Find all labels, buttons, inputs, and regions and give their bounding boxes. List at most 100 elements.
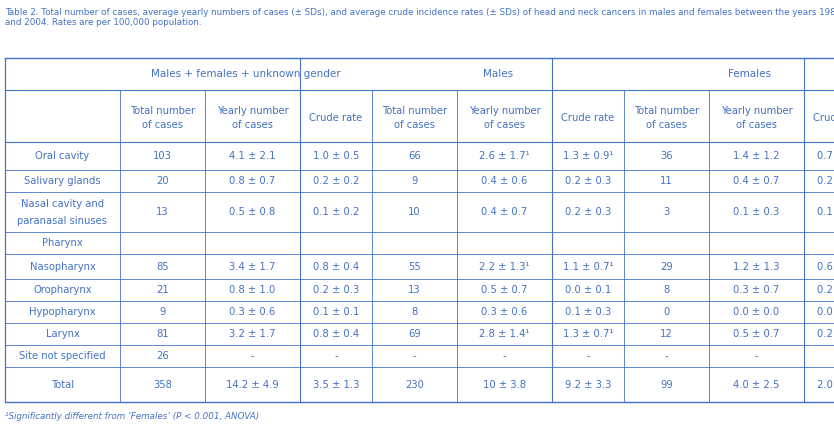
- Text: 12: 12: [661, 329, 673, 339]
- Text: Males: Males: [483, 69, 513, 79]
- Text: Pharynx: Pharynx: [43, 238, 83, 248]
- Text: 13: 13: [156, 207, 168, 217]
- Text: Total number: Total number: [130, 106, 195, 116]
- Text: Salivary glands: Salivary glands: [24, 176, 101, 186]
- Text: 1.3 ± 0.9¹: 1.3 ± 0.9¹: [563, 151, 613, 161]
- Text: 0.4 ± 0.6: 0.4 ± 0.6: [481, 176, 528, 186]
- Text: 358: 358: [153, 380, 172, 389]
- Text: 230: 230: [405, 380, 424, 389]
- Text: of cases: of cases: [736, 120, 777, 130]
- Text: Crude rate: Crude rate: [561, 113, 615, 123]
- Text: 0.2 ± 0.3: 0.2 ± 0.3: [816, 176, 834, 186]
- Text: Nasopharynx: Nasopharynx: [29, 262, 95, 271]
- Text: 21: 21: [156, 285, 168, 295]
- Text: -: -: [503, 351, 506, 361]
- Text: 0.3 ± 0.6: 0.3 ± 0.6: [481, 307, 528, 317]
- Text: 20: 20: [156, 176, 168, 186]
- Text: 11: 11: [661, 176, 673, 186]
- Text: 85: 85: [156, 262, 168, 271]
- Text: 1.0 ± 0.5: 1.0 ± 0.5: [313, 151, 359, 161]
- Text: 1.4 ± 1.2: 1.4 ± 1.2: [733, 151, 780, 161]
- Text: Yearly number: Yearly number: [721, 106, 792, 116]
- Text: 81: 81: [156, 329, 168, 339]
- Text: 0.1 ± 0.2: 0.1 ± 0.2: [816, 207, 834, 217]
- Text: 0.7 ± 0.6: 0.7 ± 0.6: [816, 151, 834, 161]
- Text: -: -: [251, 351, 254, 361]
- Text: 1.3 ± 0.7¹: 1.3 ± 0.7¹: [563, 329, 613, 339]
- Text: 9.2 ± 3.3: 9.2 ± 3.3: [565, 380, 611, 389]
- Text: 0.2 ± 0.3: 0.2 ± 0.3: [565, 176, 611, 186]
- Text: 1.2 ± 1.3: 1.2 ± 1.3: [733, 262, 780, 271]
- Text: 66: 66: [408, 151, 421, 161]
- Text: 0.6 ± 0.7: 0.6 ± 0.7: [816, 262, 834, 271]
- Text: -: -: [755, 351, 758, 361]
- Text: 1.1 ± 0.7¹: 1.1 ± 0.7¹: [563, 262, 613, 271]
- Text: Oral cavity: Oral cavity: [35, 151, 89, 161]
- Text: 0.2 ± 0.3: 0.2 ± 0.3: [313, 285, 359, 295]
- Text: 2.8 ± 1.4¹: 2.8 ± 1.4¹: [480, 329, 530, 339]
- Text: 9: 9: [159, 307, 166, 317]
- Text: 0.4 ± 0.7: 0.4 ± 0.7: [481, 207, 528, 217]
- Text: 0.0 ± 0.0: 0.0 ± 0.0: [817, 307, 834, 317]
- Text: 0.8 ± 0.4: 0.8 ± 0.4: [313, 262, 359, 271]
- Text: -: -: [413, 351, 416, 361]
- Text: 0.8 ± 0.4: 0.8 ± 0.4: [313, 329, 359, 339]
- Text: Nasal cavity and: Nasal cavity and: [21, 199, 104, 209]
- Text: 8: 8: [663, 285, 670, 295]
- Text: 10: 10: [408, 207, 421, 217]
- Text: of cases: of cases: [394, 120, 435, 130]
- Text: 2.6 ± 1.7¹: 2.6 ± 1.7¹: [480, 151, 530, 161]
- Text: 0.1 ± 0.3: 0.1 ± 0.3: [565, 307, 611, 317]
- Text: 0.2 ± 0.3: 0.2 ± 0.3: [565, 207, 611, 217]
- Text: 0.1 ± 0.2: 0.1 ± 0.2: [313, 207, 359, 217]
- Text: 55: 55: [408, 262, 421, 271]
- Text: 0.0 ± 0.0: 0.0 ± 0.0: [733, 307, 780, 317]
- Text: Males + females + unknown gender: Males + females + unknown gender: [151, 69, 341, 79]
- Text: Total: Total: [51, 380, 74, 389]
- Text: -: -: [334, 351, 338, 361]
- Text: 8: 8: [411, 307, 418, 317]
- Text: 0.1 ± 0.3: 0.1 ± 0.3: [733, 207, 780, 217]
- Text: 2.0 ± 1.2: 2.0 ± 1.2: [816, 380, 834, 389]
- Text: of cases: of cases: [142, 120, 183, 130]
- Text: 0.0 ± 0.1: 0.0 ± 0.1: [565, 285, 611, 295]
- Text: 13: 13: [408, 285, 421, 295]
- Text: 29: 29: [661, 262, 673, 271]
- Text: Oropharynx: Oropharynx: [33, 285, 92, 295]
- Text: 2.2 ± 1.3¹: 2.2 ± 1.3¹: [480, 262, 530, 271]
- Text: paranasal sinuses: paranasal sinuses: [18, 216, 108, 226]
- Text: 0.5 ± 0.7: 0.5 ± 0.7: [481, 285, 528, 295]
- Text: 26: 26: [156, 351, 168, 361]
- Text: Hypopharynx: Hypopharynx: [29, 307, 96, 317]
- Text: 3.4 ± 1.7: 3.4 ± 1.7: [229, 262, 276, 271]
- Text: Total number: Total number: [634, 106, 699, 116]
- Text: 9: 9: [411, 176, 418, 186]
- Text: Total number: Total number: [382, 106, 447, 116]
- Text: Site not specified: Site not specified: [19, 351, 106, 361]
- Text: 0.2 ± 0.2: 0.2 ± 0.2: [313, 176, 359, 186]
- Text: and 2004. Rates are per 100,000 population.: and 2004. Rates are per 100,000 populati…: [5, 18, 202, 27]
- Text: 69: 69: [408, 329, 421, 339]
- Text: 0.4 ± 0.7: 0.4 ± 0.7: [733, 176, 780, 186]
- Text: of cases: of cases: [484, 120, 525, 130]
- Text: Crude rate: Crude rate: [309, 113, 363, 123]
- Text: 0.5 ± 0.8: 0.5 ± 0.8: [229, 207, 275, 217]
- Text: ¹Significantly different from ‘Females’ (P < 0.001, ANOVA): ¹Significantly different from ‘Females’ …: [5, 412, 259, 421]
- Text: 10 ± 3.8: 10 ± 3.8: [483, 380, 526, 389]
- Text: 4.0 ± 2.5: 4.0 ± 2.5: [733, 380, 780, 389]
- Text: 0: 0: [663, 307, 670, 317]
- Text: Yearly number: Yearly number: [469, 106, 540, 116]
- Text: Yearly number: Yearly number: [217, 106, 289, 116]
- Text: Females: Females: [729, 69, 771, 79]
- Text: 0.3 ± 0.6: 0.3 ± 0.6: [229, 307, 275, 317]
- Text: -: -: [586, 351, 590, 361]
- Text: 99: 99: [661, 380, 673, 389]
- Text: of cases: of cases: [232, 120, 273, 130]
- Text: 3: 3: [663, 207, 670, 217]
- Text: 14.2 ± 4.9: 14.2 ± 4.9: [226, 380, 279, 389]
- Text: 0.3 ± 0.7: 0.3 ± 0.7: [733, 285, 780, 295]
- Text: 0.8 ± 0.7: 0.8 ± 0.7: [229, 176, 275, 186]
- Text: Larynx: Larynx: [46, 329, 79, 339]
- Text: Crude rate: Crude rate: [813, 113, 834, 123]
- Text: of cases: of cases: [646, 120, 687, 130]
